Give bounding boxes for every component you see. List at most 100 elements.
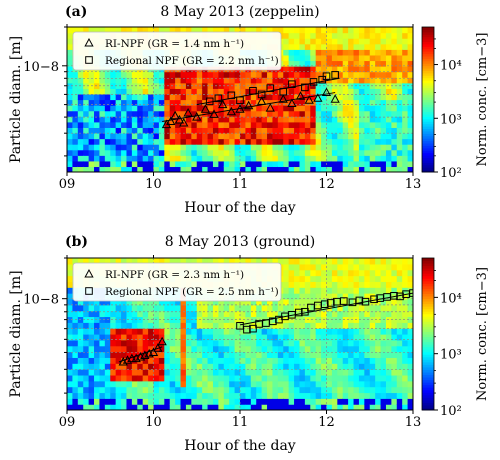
data-point-triangle (313, 93, 323, 102)
x-tick-label: 12 (318, 415, 335, 430)
data-point-triangle (330, 94, 340, 103)
data-point-square (309, 78, 318, 86)
data-point-square (320, 300, 329, 309)
series-regional-npf (236, 289, 413, 334)
data-point-triangle (321, 87, 332, 97)
data-point-square (301, 307, 309, 316)
x-tick-label: 13 (405, 415, 422, 430)
panel-b: 09 10 11 12 13 10−8 Hour of the day Particle di… (8, 234, 490, 454)
data-point-triangle (170, 110, 180, 120)
data-point-square (331, 71, 339, 79)
data-point-square (214, 94, 223, 103)
data-point-square (236, 321, 244, 330)
data-point-square (249, 86, 257, 95)
x-tick-label: 11 (232, 177, 249, 192)
legend: RI-NPF (GR = 2.3 nm h⁻¹) Regional NPF (GR… (72, 262, 282, 302)
data-point-square (409, 289, 413, 297)
legend-entry: Regional NPF (GR = 2.2 nm h⁻¹) (105, 55, 279, 67)
x-tick-label: 09 (59, 177, 76, 192)
x-axis-label: Hour of the day (184, 438, 296, 454)
y-axis-label: Particle diam. [m] (8, 36, 24, 163)
panel-title: 8 May 2013 (ground) (165, 234, 315, 250)
data-point-triangle (235, 104, 245, 113)
data-point-triangle (157, 336, 167, 346)
data-point-triangle (166, 116, 176, 125)
data-point-square (288, 80, 296, 88)
data-point-triangle (200, 104, 211, 113)
legend-marker-triangle (84, 268, 94, 278)
data-point-square (205, 97, 214, 106)
data-point-square (327, 299, 335, 307)
data-point-square (249, 324, 257, 333)
data-point-square (243, 325, 251, 334)
x-tick-label: 13 (405, 177, 422, 192)
series-regional-npf (196, 71, 340, 106)
colorbar: 10² 10³ 10⁴ Norm. conc. [cm−3] (421, 257, 490, 419)
legend: RI-NPF (GR = 1.4 nm h⁻¹) Regional NPF (GR… (72, 31, 282, 71)
colorbar: 10² 10³ 10⁴ Norm. conc. [cm−3] (421, 26, 490, 181)
colorbar-tick-label: 10⁴ (440, 59, 462, 74)
data-point-triangle (244, 100, 254, 110)
data-point-triangle (174, 114, 185, 124)
data-point-square (227, 91, 236, 100)
data-point-triangle (153, 343, 163, 352)
data-point-square (301, 83, 309, 92)
data-point-square (322, 72, 331, 81)
legend-entry: Regional NPF (GR = 2.5 nm h⁻¹) (105, 286, 279, 298)
panel-label: (a) (65, 4, 87, 20)
data-point-triangle (295, 91, 306, 100)
data-point-square (266, 84, 275, 93)
data-point-triangle (278, 94, 288, 103)
series-ri-npf (118, 336, 167, 366)
legend-marker-triangle (84, 37, 94, 47)
y-tick-label: 10−8 (23, 293, 59, 308)
data-point-square (361, 297, 370, 306)
data-point-triangle (304, 95, 314, 104)
data-point-triangle (179, 117, 189, 127)
data-point-square (257, 90, 266, 99)
legend-marker-square (85, 287, 93, 295)
data-point-square (279, 87, 288, 96)
legend-entry: RI-NPF (GR = 1.4 nm h⁻¹) (105, 38, 244, 50)
colorbar-tick-label: 10³ (440, 348, 462, 363)
x-tick-label: 10 (145, 415, 162, 430)
colorbar-tick-label: 10³ (440, 112, 462, 127)
panel-title: 8 May 2013 (zeppelin) (160, 4, 319, 20)
colorbar-tick-label: 10² (440, 166, 462, 181)
data-point-triangle (226, 106, 236, 116)
data-point-triangle (148, 347, 159, 356)
y-tick-label: 10−8 (23, 60, 59, 75)
y-axis-label: Particle diam. [m] (8, 270, 24, 397)
x-axis-label: Hour of the day (184, 200, 296, 216)
panel-label: (b) (65, 234, 88, 250)
data-point-square (269, 317, 277, 326)
data-point-square (355, 296, 364, 305)
x-tick-label: 09 (59, 415, 76, 430)
legend-entry: RI-NPF (GR = 2.3 nm h⁻¹) (105, 269, 244, 281)
data-point-square (396, 292, 404, 301)
data-point-square (295, 308, 303, 317)
data-point-triangle (256, 96, 267, 105)
data-point-triangle (218, 99, 228, 109)
x-tick-label: 10 (145, 177, 162, 192)
legend-marker-square (85, 56, 93, 64)
data-point-triangle (287, 98, 297, 107)
data-point-square (236, 96, 244, 105)
colorbar-tick-label: 10⁴ (440, 291, 462, 306)
data-point-triangle (183, 107, 193, 117)
data-point-triangle (192, 112, 202, 121)
x-tick-label: 11 (232, 415, 249, 430)
colorbar-label: Norm. conc. [cm−3] (475, 267, 490, 401)
colorbar-label: Norm. conc. [cm−3] (475, 33, 490, 167)
panel-a: 09 10 11 12 13 10−8 Hour of the day Particle di… (8, 4, 490, 216)
data-point-triangle (209, 109, 219, 118)
series-ri-npf (161, 87, 340, 129)
x-tick-label: 12 (318, 177, 335, 192)
fit-line (162, 92, 336, 122)
data-point-square (370, 295, 378, 304)
colorbar-tick-label: 10² (440, 404, 462, 419)
data-point-square (340, 297, 348, 305)
data-point-triangle (265, 103, 275, 112)
data-point-square (390, 292, 398, 300)
